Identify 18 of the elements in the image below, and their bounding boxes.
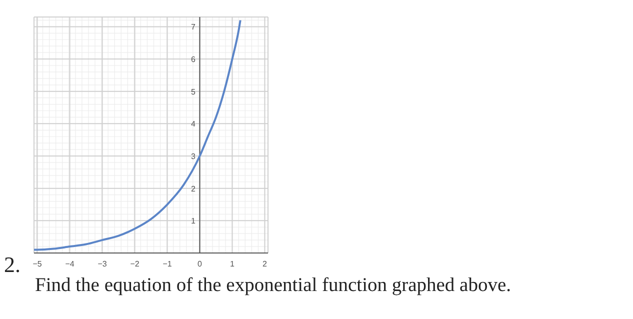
x-tick-label: −3 — [98, 260, 108, 269]
y-tick-label: 5 — [191, 87, 196, 96]
x-tick-label: −1 — [162, 260, 172, 269]
y-tick-label: 7 — [191, 22, 196, 32]
y-tick-label: 3 — [191, 152, 196, 162]
line-series — [34, 19, 242, 251]
x-tick-label: −2 — [130, 260, 140, 269]
y-tick-label: 2 — [191, 184, 196, 194]
x-tick-label: 2 — [262, 260, 268, 269]
y-tick-label: 6 — [191, 55, 196, 64]
x-tick-label: −5 — [32, 260, 42, 269]
text: Find the equation of the exponential function graphed above. — [35, 275, 511, 297]
text: 2. — [4, 252, 20, 278]
y-tick-label: 1 — [191, 216, 196, 226]
x-tick-label: −4 — [65, 260, 75, 269]
x-tick-label: 1 — [230, 260, 236, 269]
x-tick-label: 0 — [198, 260, 203, 269]
y-tick-label: 4 — [191, 120, 196, 129]
